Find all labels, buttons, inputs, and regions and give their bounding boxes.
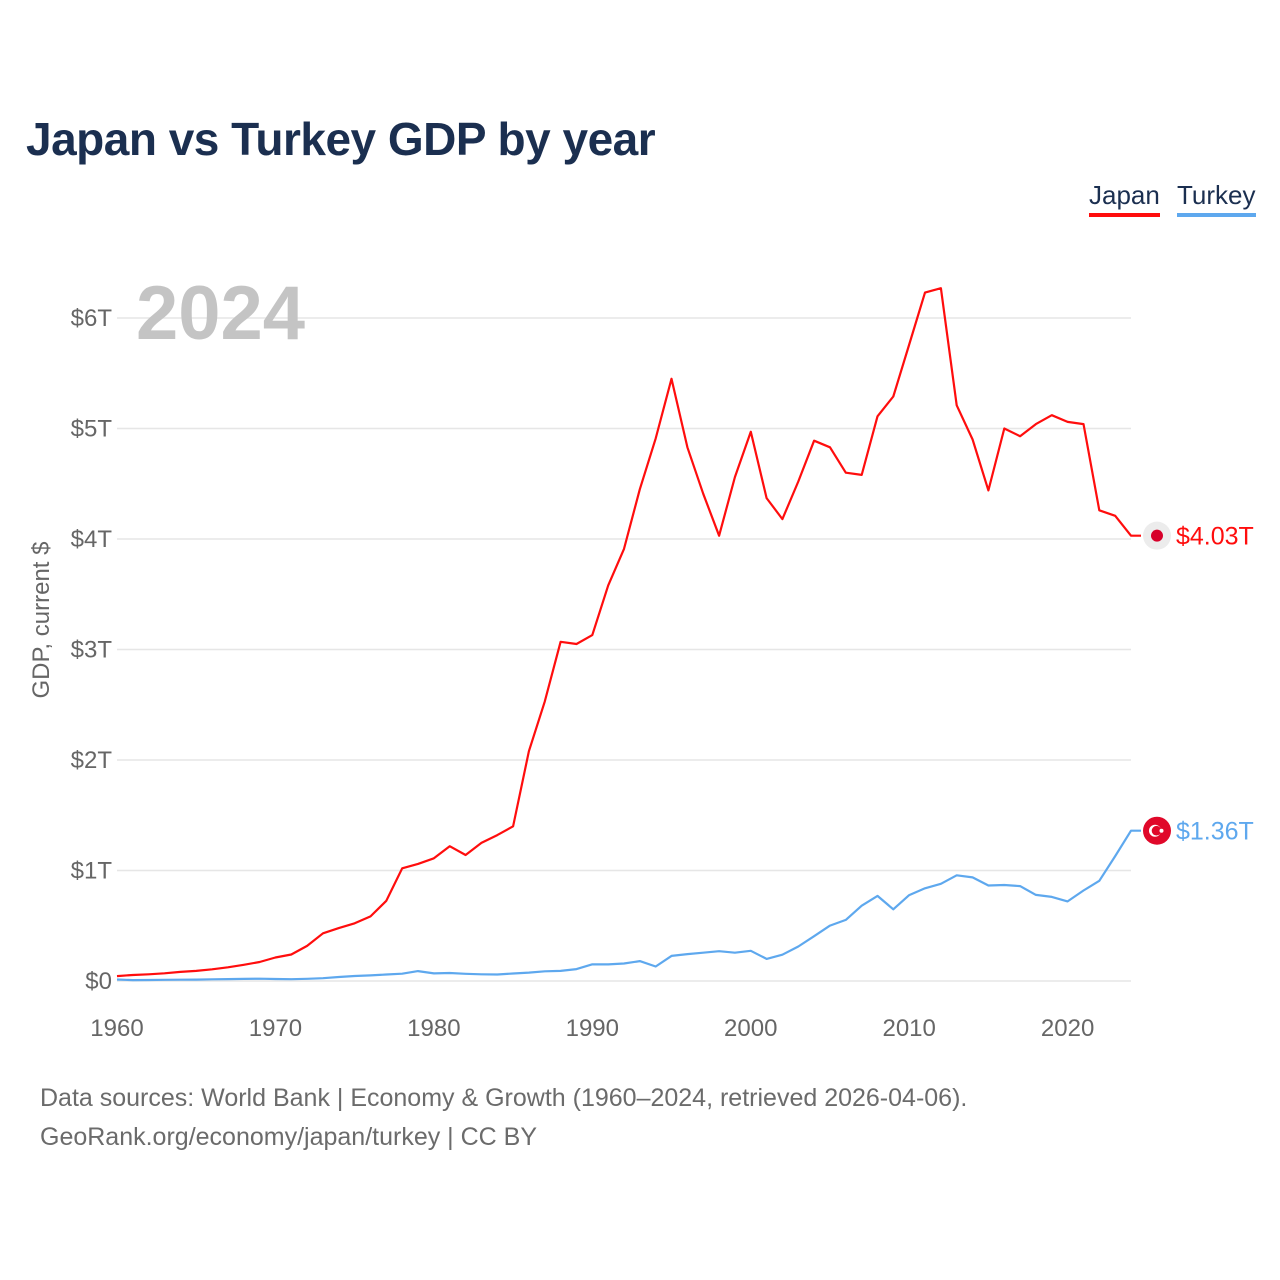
attribution: GeoRank.org/economy/japan/turkey | CC BY [40, 1123, 538, 1151]
series-line-turkey [116, 829, 1141, 982]
turkey-flag-icon [1143, 816, 1171, 845]
x-tick-label: 2020 [1041, 1015, 1094, 1042]
end-value-label-turkey: $1.36T [1176, 818, 1254, 846]
flag-crescent-inner [1151, 825, 1162, 836]
chart-title: Japan vs Turkey GDP by year [26, 113, 656, 165]
y-tick-label: $4T [71, 526, 113, 553]
end-value-label-japan: $4.03T [1176, 523, 1254, 551]
x-tick-label: 1970 [249, 1015, 302, 1042]
flag-sun [1151, 529, 1163, 542]
y-axis-label: GDP, current $ [28, 541, 55, 699]
y-tick-label: $2T [71, 747, 113, 774]
series-line-japan [116, 287, 1141, 978]
data-sources: Data sources: World Bank | Economy & Gro… [40, 1084, 968, 1112]
x-tick-label: 2010 [882, 1015, 935, 1042]
year-label: 2024 [136, 271, 306, 356]
japan-flag-icon [1143, 521, 1171, 550]
x-tick-label: 1980 [407, 1015, 460, 1042]
y-tick-label: $6T [71, 305, 113, 332]
legend-japan[interactable]: Japan [1089, 180, 1160, 217]
y-tick-label: $3T [71, 637, 113, 664]
legend-turkey[interactable]: Turkey [1177, 180, 1256, 217]
y-tick-label: $5T [71, 416, 113, 443]
y-tick-label: $0 [85, 968, 112, 995]
x-tick-label: 2000 [724, 1015, 777, 1042]
y-tick-label: $1T [71, 858, 113, 885]
x-tick-label: 1990 [566, 1015, 619, 1042]
flag-star [1159, 828, 1164, 833]
x-tick-label: 1960 [90, 1015, 143, 1042]
